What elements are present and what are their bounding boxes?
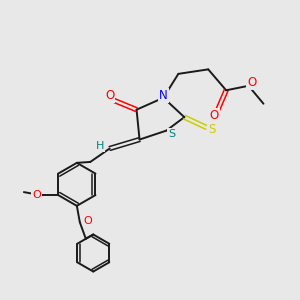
Text: O: O (105, 89, 114, 102)
Text: O: O (84, 216, 93, 226)
Text: H: H (96, 141, 104, 151)
Text: N: N (159, 89, 168, 102)
Text: S: S (208, 123, 216, 136)
Text: S: S (168, 129, 175, 139)
Text: O: O (32, 190, 41, 200)
Text: O: O (247, 76, 256, 89)
Text: O: O (210, 109, 219, 122)
